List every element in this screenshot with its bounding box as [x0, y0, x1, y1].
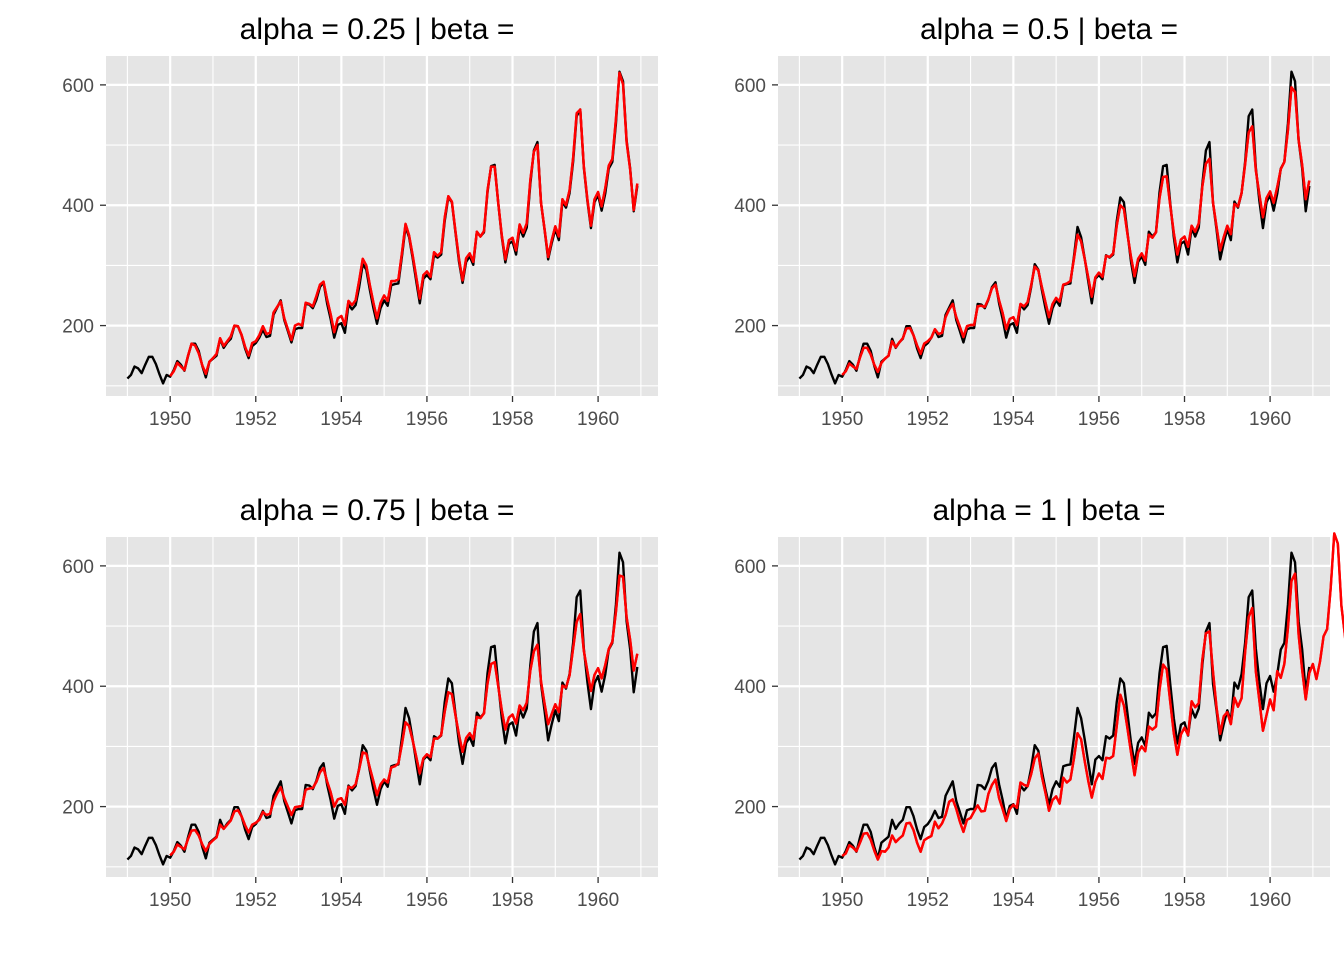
- x-tick-label: 1950: [821, 409, 863, 430]
- y-tick-label: 600: [62, 76, 94, 97]
- x-tick-label: 1952: [907, 890, 949, 911]
- x-tick-label: 1956: [1078, 409, 1120, 430]
- y-tick-label: 200: [62, 798, 94, 819]
- chart-panel: alpha = 0.5 | beta = 1950 1952 1954 1956 1958…: [734, 13, 1330, 430]
- series-line-fitted: [169, 574, 639, 857]
- y-tick-label: 400: [734, 196, 766, 217]
- series-line-fitted: [169, 71, 639, 377]
- panel-title: alpha = 0.25 | beta =: [240, 13, 515, 46]
- x-tick-label: 1956: [406, 890, 448, 911]
- x-tick-label: 1958: [491, 409, 533, 430]
- chart-panel: alpha = 0.75 | beta = 1950 1952 1954 1956 195…: [62, 494, 658, 911]
- panel-title: alpha = 0.75 | beta =: [240, 494, 515, 527]
- x-tick-label: 1950: [149, 890, 191, 911]
- y-tick-label: 600: [734, 557, 766, 578]
- panel-title: alpha = 1 | beta =: [933, 494, 1166, 527]
- x-tick-label: 1950: [149, 409, 191, 430]
- y-tick-label: 200: [734, 317, 766, 338]
- y-tick-label: 400: [62, 196, 94, 217]
- plot-background: [106, 56, 658, 396]
- y-tick-label: 200: [734, 798, 766, 819]
- x-tick-label: 1954: [992, 409, 1035, 430]
- x-tick-label: 1960: [577, 890, 619, 911]
- x-tick-label: 1958: [1163, 409, 1205, 430]
- x-tick-label: 1960: [577, 409, 619, 430]
- chart-panel: alpha = 1 | beta = 1950 1952 1954 1956 1958 19…: [734, 494, 1344, 911]
- plot-background: [778, 56, 1330, 396]
- y-tick-label: 600: [62, 557, 94, 578]
- panel-title: alpha = 0.5 | beta =: [920, 13, 1178, 46]
- chart-panel: alpha = 0.25 | beta = 1950 1952 1954 1956 195…: [62, 13, 658, 430]
- series-line-observed: [798, 551, 1311, 866]
- x-tick-label: 1952: [235, 890, 277, 911]
- x-tick-label: 1950: [821, 890, 863, 911]
- y-tick-label: 600: [734, 76, 766, 97]
- y-tick-label: 400: [734, 677, 766, 698]
- x-tick-label: 1954: [320, 409, 363, 430]
- x-tick-label: 1952: [907, 409, 949, 430]
- x-tick-label: 1960: [1249, 409, 1291, 430]
- y-tick-label: 400: [62, 677, 94, 698]
- y-tick-label: 200: [62, 317, 94, 338]
- series-line-fitted: [841, 86, 1311, 376]
- x-tick-label: 1958: [1163, 890, 1205, 911]
- x-tick-label: 1960: [1249, 890, 1291, 911]
- plot-background: [106, 537, 658, 877]
- x-tick-label: 1954: [320, 890, 363, 911]
- x-tick-label: 1954: [992, 890, 1035, 911]
- x-tick-label: 1958: [491, 890, 533, 911]
- series-line-fitted: [841, 532, 1344, 861]
- x-tick-label: 1956: [406, 409, 448, 430]
- plot-background: [778, 537, 1330, 877]
- x-tick-label: 1952: [235, 409, 277, 430]
- x-tick-label: 1956: [1078, 890, 1120, 911]
